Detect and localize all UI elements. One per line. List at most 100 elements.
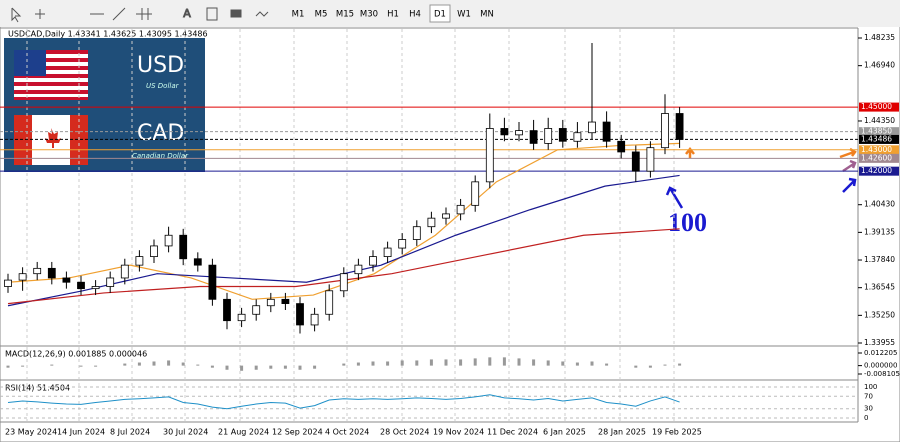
- timeframe-button[interactable]: M30: [360, 10, 378, 20]
- timeframe-button[interactable]: M15: [336, 10, 354, 20]
- candle-body: [150, 245, 158, 258]
- y-tick-label: 0.000000: [864, 362, 897, 370]
- y-tick-label: 1.44350: [864, 116, 895, 125]
- candle-body: [281, 298, 290, 304]
- price-tag: [859, 153, 899, 163]
- y-tick-label: 1.40430: [864, 200, 895, 209]
- candle-body: [427, 217, 436, 228]
- toolbar-icons: A: [11, 7, 269, 23]
- svg-text:A: A: [183, 7, 191, 20]
- annotation-arrows: [665, 146, 857, 209]
- candle-body: [223, 298, 231, 322]
- candle-body: [237, 313, 246, 322]
- x-tick-label: 21 Aug 2024: [218, 428, 269, 437]
- candle-body: [558, 128, 567, 142]
- candle-body: [120, 264, 129, 279]
- candle-body: [179, 234, 188, 260]
- price-tag: [859, 134, 899, 144]
- candle-body: [602, 121, 611, 142]
- candle-body: [47, 267, 56, 279]
- candle-body: [252, 305, 261, 315]
- candle-body: [544, 128, 553, 144]
- price-tag: [859, 166, 899, 176]
- rsi-line: [7, 394, 680, 410]
- timeframe-button[interactable]: H1: [387, 10, 399, 20]
- candle-body: [339, 273, 348, 292]
- y-tick-label: 0: [864, 414, 868, 422]
- candle-body: [573, 132, 582, 142]
- candle-body: [383, 247, 392, 258]
- candle-body: [442, 213, 450, 219]
- price-tag-label: 1.43000: [861, 145, 892, 154]
- y-tick-label: -0.008105: [864, 370, 900, 378]
- timeframe-button[interactable]: M5: [315, 10, 328, 20]
- candle-body: [4, 279, 12, 287]
- candle-body: [266, 298, 275, 307]
- candle-body: [369, 256, 377, 266]
- candle-body: [310, 313, 319, 326]
- y-tick-label: 1.36545: [864, 283, 895, 292]
- candle-body: [471, 181, 480, 206]
- timeframe-button[interactable]: D1: [434, 10, 446, 20]
- price-tag-label: 1.42000: [861, 166, 892, 175]
- candle-body: [485, 128, 494, 183]
- candle-body: [412, 226, 421, 240]
- candle-body: [91, 286, 100, 290]
- x-tick-label: 11 Dec 2024: [487, 428, 538, 437]
- y-tick-label: 0.012205: [864, 349, 897, 357]
- candle-body: [106, 277, 115, 287]
- base-code: USD: [137, 53, 184, 78]
- candle-body: [398, 239, 407, 249]
- x-tick-label: 30 Jul 2024: [163, 428, 208, 437]
- rsi-label: RSI(14) 51.4504: [5, 384, 70, 393]
- x-tick-label: 12 Sep 2024: [272, 428, 323, 437]
- price-tag: [859, 102, 899, 112]
- x-tick-label: 19 Feb 2025: [652, 428, 702, 437]
- x-tick-label: 14 Jun 2024: [57, 428, 105, 437]
- x-tick-label: 28 Jan 2025: [598, 428, 646, 437]
- candle-body: [18, 273, 27, 281]
- candle-body: [529, 130, 538, 144]
- x-tick-label: 8 Jul 2024: [110, 428, 150, 437]
- x-tick-label: 4 Oct 2024: [325, 428, 369, 437]
- y-tick-label: 30: [864, 405, 873, 413]
- candle-body: [354, 264, 363, 275]
- chart-header: USDCAD,Daily 1.43341 1.43625 1.43095 1.4…: [8, 30, 208, 39]
- candle-body: [631, 151, 640, 172]
- y-tick-label: 100: [864, 383, 877, 391]
- x-tick-label: 23 May 2024: [5, 428, 57, 437]
- candle-body: [675, 113, 684, 140]
- x-tick-label: 19 Nov 2024: [433, 428, 484, 437]
- candle-body: [193, 258, 202, 266]
- candle-body: [62, 277, 71, 283]
- timeframe-button[interactable]: H4: [409, 10, 421, 20]
- timeframe-button[interactable]: W1: [457, 10, 471, 20]
- y-tick-label: 1.33955: [864, 338, 895, 347]
- currency-banner: USD US Dollar CAD Canadian Dollar: [4, 38, 205, 172]
- candle-body: [135, 256, 144, 266]
- candle-body: [588, 121, 596, 134]
- y-tick-label: 1.39135: [864, 227, 895, 236]
- y-tick-label: 1.48235: [864, 33, 895, 42]
- x-tick-label: 28 Oct 2024: [380, 428, 429, 437]
- candle-body: [208, 264, 217, 300]
- candle-body: [33, 267, 42, 275]
- candle-body: [325, 290, 334, 315]
- candle-body: [500, 128, 509, 136]
- y-tick-label: 70: [864, 392, 873, 400]
- active-timeframe: [429, 4, 451, 23]
- price-tag-label: 1.43850: [861, 127, 892, 136]
- x-tick-label: 6 Jan 2025: [543, 428, 586, 437]
- y-tick-label: 1.37840: [864, 255, 895, 264]
- price-tag: [859, 127, 899, 137]
- timeframe-button[interactable]: M1: [292, 10, 305, 20]
- candle-body: [296, 303, 304, 326]
- candle-body: [661, 113, 669, 149]
- macd-label: MACD(12,26,9) 0.001885 0.000046: [5, 350, 147, 359]
- candle-body: [456, 204, 465, 215]
- timeframe-button[interactable]: MN: [480, 10, 494, 20]
- candle-body: [164, 234, 173, 247]
- candle-body: [646, 147, 655, 172]
- y-tick-label: 1.35250: [864, 310, 895, 319]
